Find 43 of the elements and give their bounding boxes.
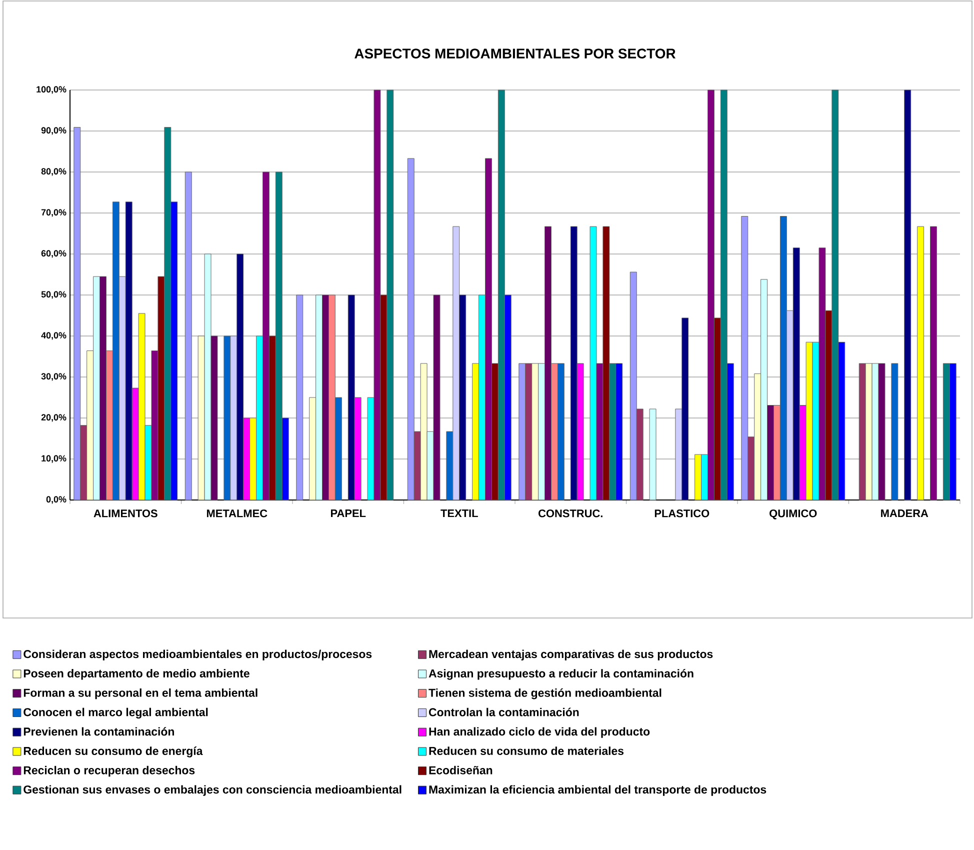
bar <box>649 408 656 500</box>
chart-title: ASPECTOS MEDIOAMBIENTALES POR SECTOR <box>354 48 676 58</box>
legend-label: Mercadean ventajas comparativas de sus productos <box>429 650 713 660</box>
y-tick-label: 0,0% <box>46 496 66 504</box>
y-tick-label: 10,0% <box>42 455 66 463</box>
bar <box>184 172 192 500</box>
y-tick-label: 70,0% <box>41 209 66 217</box>
bar <box>930 226 937 500</box>
x-tick-label: METALMEC <box>206 510 268 518</box>
x-tick-label: PAPEL <box>331 510 366 518</box>
legend-label: Reciclan o recuperan desechos <box>24 766 195 777</box>
x-tick-label: QUIMICO <box>770 510 817 520</box>
legend-label: Previenen la contaminación <box>24 727 174 736</box>
legend-label: Maximizan la eficiencia ambiental del transporte de productos <box>429 785 766 796</box>
bar <box>296 294 304 500</box>
legend-label: Consideran aspectos medioambientales en productos/procesos <box>24 650 372 660</box>
legend-label: Controlan la contaminación <box>428 708 579 716</box>
legend-label: Reducen su consumo de energía <box>24 746 203 758</box>
y-tick-label: 30,0% <box>41 373 66 381</box>
y-tick-label: 100,0% <box>36 86 66 94</box>
legend-label: Han analizado ciclo de vida del producto <box>429 727 650 738</box>
legend-label: Forman a su personal en el tema ambiental <box>24 688 258 700</box>
legend-label: Reducen su consumo de materiales <box>429 746 624 755</box>
y-tick-label: 60,0% <box>41 250 66 258</box>
x-tick-label: TEXTIL <box>440 510 478 518</box>
y-tick-label: 50,0% <box>41 291 66 299</box>
x-tick-label: ALIMENTOS <box>94 510 158 518</box>
bar <box>904 90 912 500</box>
y-tick-label: 20,0% <box>41 414 66 422</box>
bar <box>891 363 898 500</box>
legend-label: Asignan presupuesto a reducir la contaminación <box>428 669 694 680</box>
y-tick-label: 90,0% <box>41 127 66 135</box>
legend-label: Poseen departamento de medio ambiente <box>24 669 250 680</box>
legend-label: Ecodiseñan <box>429 766 492 774</box>
legend-label: Conocen el marco legal ambiental <box>24 708 208 719</box>
legend-label: Gestionan sus envases o embalajes con consciencia medioambiental <box>24 785 402 796</box>
x-tick-label: CONSTRUC. <box>538 510 602 518</box>
legend-label: Tienen sistema de gestión medioambiental <box>428 688 662 700</box>
y-tick-label: 80,0% <box>41 168 66 176</box>
y-tick-label: 40,0% <box>41 332 66 340</box>
x-tick-label: MADERA <box>881 510 928 518</box>
x-tick-label: PLASTICO <box>654 510 710 518</box>
bar <box>917 226 924 500</box>
